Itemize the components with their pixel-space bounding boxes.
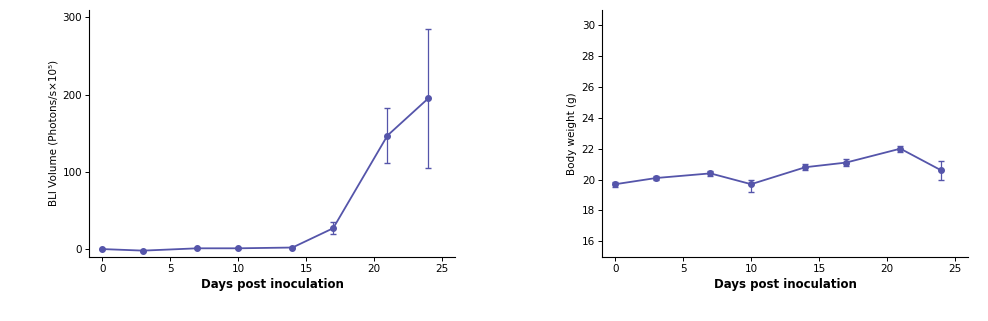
X-axis label: Days post inoculation: Days post inoculation xyxy=(201,278,344,291)
Y-axis label: BLI Volume (Photons/s×10⁵): BLI Volume (Photons/s×10⁵) xyxy=(48,60,58,206)
Y-axis label: Body weight (g): Body weight (g) xyxy=(567,92,578,175)
X-axis label: Days post inoculation: Days post inoculation xyxy=(713,278,857,291)
